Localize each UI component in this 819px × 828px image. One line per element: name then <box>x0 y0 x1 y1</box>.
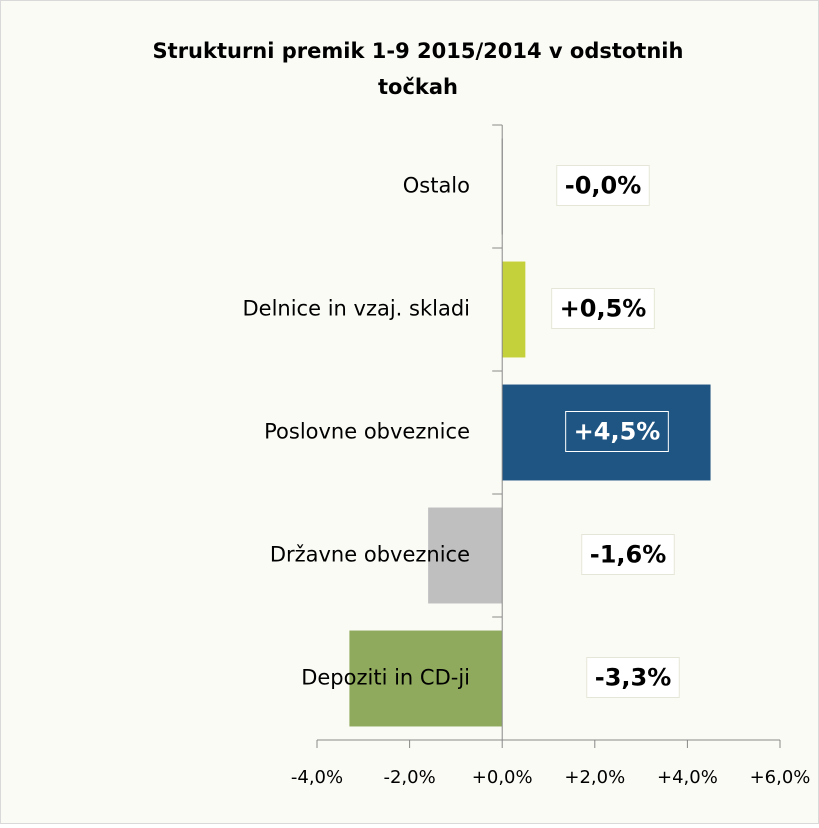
category-label: Ostalo <box>403 174 470 198</box>
x-tick-label: +0,0% <box>472 767 533 788</box>
x-tick-label: -2,0% <box>383 767 435 788</box>
category-label: Depoziti in CD-ji <box>301 666 470 690</box>
chart-title: Strukturni premik 1-9 2015/2014 v odstot… <box>153 39 684 99</box>
value-label: +4,5% <box>574 418 661 446</box>
x-tick-label: +4,0% <box>657 767 718 788</box>
bar <box>349 630 503 727</box>
value-label: -1,6% <box>590 541 667 569</box>
value-label-box <box>586 657 680 698</box>
value-label: -0,0% <box>565 172 642 200</box>
value-label-box <box>551 288 655 329</box>
category-label: Poslovne obveznice <box>264 420 470 444</box>
category-label: Državne obveznice <box>270 543 470 567</box>
value-label-box <box>581 534 675 575</box>
category-label: Delnice in vzaj. skladi <box>242 297 470 321</box>
x-tick-label: -4,0% <box>291 767 343 788</box>
value-label: +0,5% <box>560 295 647 323</box>
bar <box>502 261 526 358</box>
bar <box>428 507 503 604</box>
x-tick-label: +6,0% <box>750 767 811 788</box>
value-label: -3,3% <box>595 664 672 692</box>
value-label-box <box>565 411 669 452</box>
x-tick-label: +2,0% <box>564 767 625 788</box>
value-label-box <box>556 165 650 206</box>
bar <box>502 384 711 481</box>
